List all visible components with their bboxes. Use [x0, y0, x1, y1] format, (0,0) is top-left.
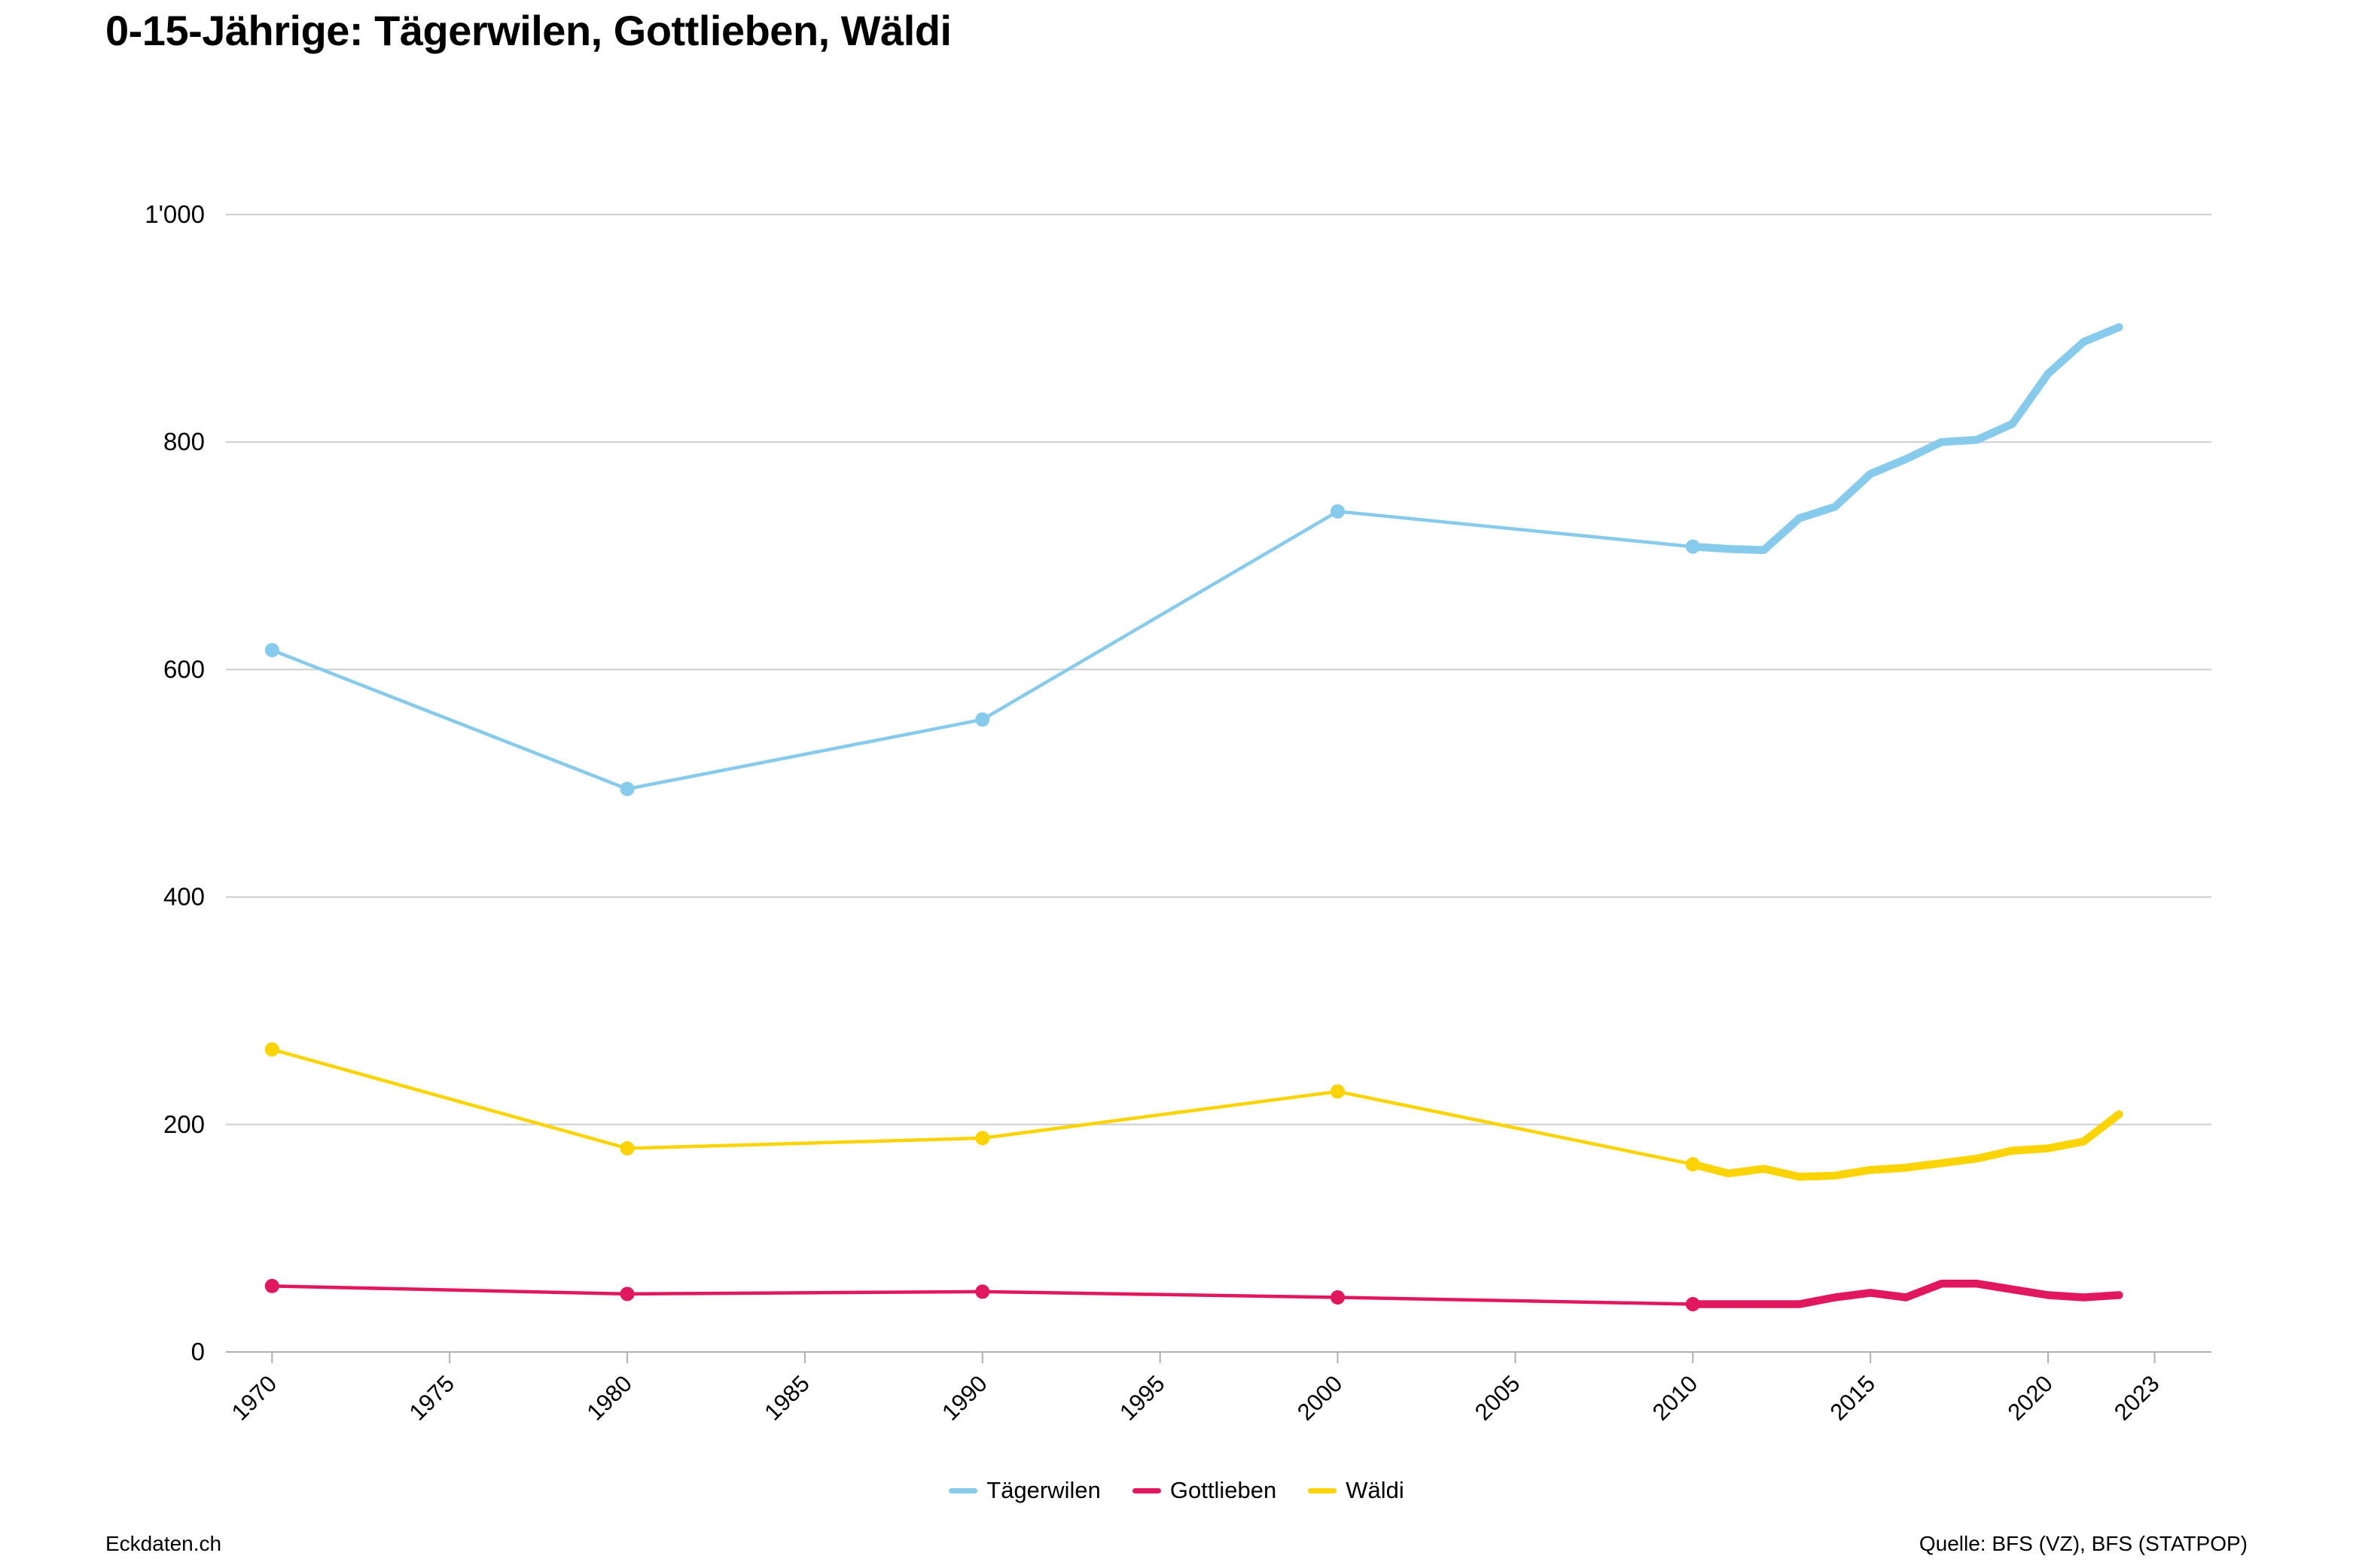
x-tick-label: 1975: [404, 1370, 460, 1426]
y-tick-label: 200: [163, 1110, 205, 1138]
legend-item-tägerwilen: Tägerwilen: [949, 1477, 1101, 1504]
legend-swatch: [1308, 1487, 1337, 1493]
legend-swatch: [949, 1487, 978, 1493]
data-point-marker: [975, 1131, 990, 1146]
data-point-marker: [1685, 539, 1700, 554]
data-point-marker: [975, 712, 990, 727]
series-line-census-Wäldi: [271, 1047, 1693, 1166]
legend-label: Gottlieben: [1169, 1477, 1277, 1503]
y-tick-label: 0: [191, 1338, 205, 1366]
data-point-marker: [1685, 1157, 1700, 1172]
x-tick-label: 2000: [1292, 1370, 1348, 1426]
data-point-marker: [1330, 1289, 1346, 1305]
y-tick-label: 600: [163, 655, 205, 683]
source-label: Quelle: BFS (VZ), BFS (STATPOP): [1919, 1532, 2248, 1555]
x-tick-label: 2023: [2109, 1370, 2165, 1426]
series-line-annual-Gottlieben: [1689, 1280, 2123, 1308]
x-tick-label: 1985: [759, 1370, 815, 1426]
legend-label: Tägerwilen: [986, 1477, 1101, 1503]
legend-label: Wäldi: [1346, 1477, 1404, 1503]
legend-swatch: [1132, 1487, 1161, 1493]
data-point-marker: [264, 1278, 279, 1293]
x-tick-label: 2020: [2002, 1370, 2058, 1426]
series-line-census-Tägerwilen: [271, 510, 1693, 791]
data-point-marker: [1330, 1084, 1346, 1099]
data-point-marker: [1330, 504, 1346, 519]
chart-title: 0-15-Jährige: Tägerwilen, Gottlieben, Wä…: [105, 7, 952, 54]
legend-item-wäldi: Wäldi: [1308, 1477, 1404, 1504]
x-tick-label: 2010: [1647, 1370, 1703, 1426]
y-tick-label: 400: [163, 883, 205, 911]
legend-item-gottlieben: Gottlieben: [1132, 1477, 1276, 1504]
chart-legend: Tägerwilen Gottlieben Wäldi: [0, 1477, 2353, 1504]
data-point-marker: [620, 1286, 635, 1302]
series-line-annual-Wäldi: [1689, 1110, 2123, 1181]
y-tick-label: 800: [163, 428, 205, 455]
x-tick-label: 1970: [227, 1370, 282, 1426]
data-point-marker: [1685, 1297, 1700, 1312]
data-point-marker: [264, 1042, 279, 1057]
series-line-annual-Tägerwilen: [1689, 323, 2123, 554]
x-tick-label: 1980: [581, 1370, 637, 1426]
data-point-marker: [975, 1284, 990, 1299]
data-point-marker: [264, 643, 279, 658]
x-tick-label: 2015: [1825, 1370, 1881, 1426]
data-point-marker: [620, 1141, 635, 1156]
x-tick-label: 1995: [1114, 1370, 1170, 1426]
data-point-marker: [620, 781, 635, 796]
x-tick-label: 2005: [1470, 1370, 1525, 1426]
x-tick-label: 1990: [937, 1370, 992, 1426]
y-tick-label: 1'000: [145, 200, 205, 228]
brand-label: Eckdaten.ch: [105, 1532, 222, 1555]
